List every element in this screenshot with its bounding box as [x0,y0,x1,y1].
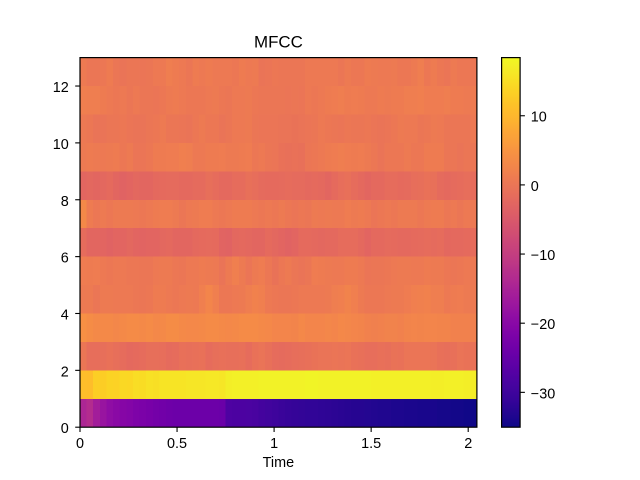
svg-text:1: 1 [270,436,278,452]
svg-text:10: 10 [53,137,69,153]
svg-text:Time: Time [263,455,294,471]
svg-text:0: 0 [61,421,69,437]
svg-text:−10: −10 [531,248,555,264]
svg-text:4: 4 [61,307,69,323]
svg-text:2: 2 [464,436,472,452]
svg-text:−30: −30 [531,386,555,402]
svg-text:12: 12 [53,80,69,96]
svg-text:2: 2 [61,364,69,380]
svg-text:0.5: 0.5 [167,436,187,452]
svg-text:8: 8 [61,194,69,210]
svg-text:MFCC: MFCC [254,33,303,52]
svg-text:10: 10 [531,110,547,126]
svg-text:6: 6 [61,251,69,267]
svg-text:0: 0 [531,179,539,195]
svg-text:1.5: 1.5 [361,436,381,452]
svg-text:−20: −20 [531,317,555,333]
svg-text:0: 0 [76,436,84,452]
